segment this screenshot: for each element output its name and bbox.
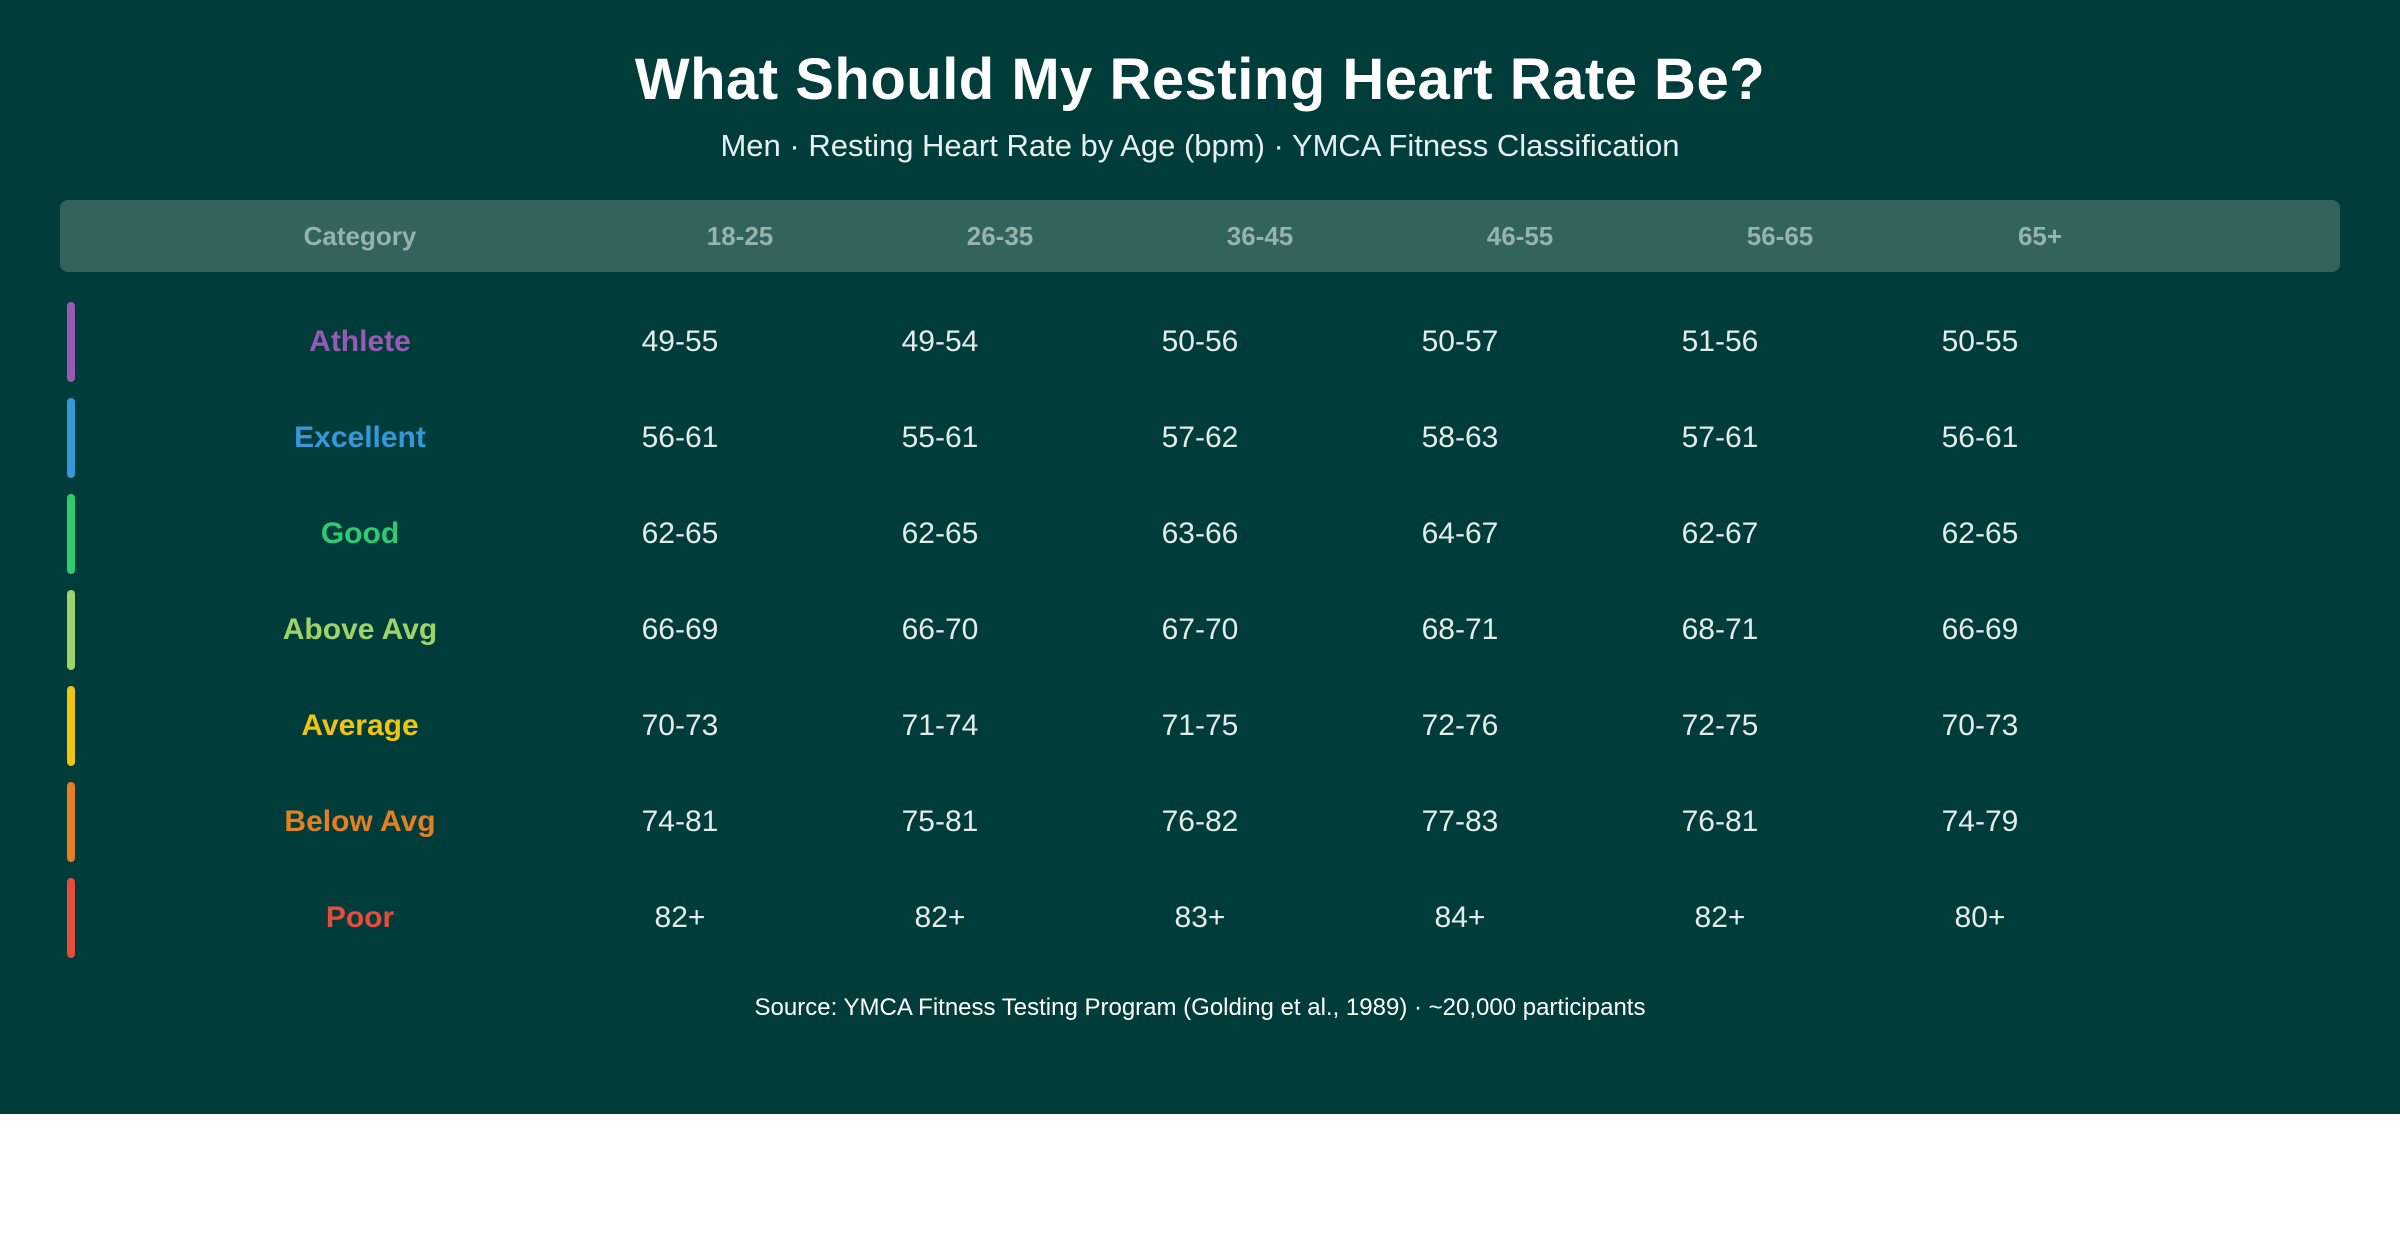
category-label: Excellent xyxy=(294,421,426,454)
table-cell: 67-70 xyxy=(1161,613,1239,646)
table-cell: 56-61 xyxy=(641,421,719,454)
category-color-bar xyxy=(67,302,75,382)
table-cell: 75-81 xyxy=(901,805,979,838)
table-cell: 68-71 xyxy=(1421,613,1499,646)
table-cell: 57-61 xyxy=(1681,421,1759,454)
category-color-bar xyxy=(67,878,75,958)
category-label: Good xyxy=(320,517,400,550)
table-cell: 82+ xyxy=(1694,901,1746,934)
table-cell: 51-56 xyxy=(1681,325,1759,358)
table-cell: 82+ xyxy=(914,901,966,934)
table-cell: 76-82 xyxy=(1161,805,1239,838)
table-cell: 80+ xyxy=(1954,901,2006,934)
table-cell: 55-61 xyxy=(901,421,979,454)
table-cell: 72-75 xyxy=(1681,709,1759,742)
table-cell: 49-54 xyxy=(901,325,979,358)
table-cell: 72-76 xyxy=(1421,709,1499,742)
category-color-bar xyxy=(67,398,75,478)
table-cell: 66-69 xyxy=(1941,613,2019,646)
table-cell: 71-74 xyxy=(901,709,979,742)
source-note: Source: YMCA Fitness Testing Program (Go… xyxy=(754,994,1646,1021)
table-cell: 74-79 xyxy=(1941,805,2019,838)
header-age-56-65: 56-65 xyxy=(1746,221,1814,251)
table-cell: 49-55 xyxy=(641,325,719,358)
table-cell: 83+ xyxy=(1174,901,1226,934)
chart-panel: What Should My Resting Heart Rate Be? Me… xyxy=(0,0,2400,1114)
table-cell: 62-65 xyxy=(641,517,719,550)
table-cell: 77-83 xyxy=(1421,805,1499,838)
header-age-26-35: 26-35 xyxy=(966,221,1034,251)
table-cell: 56-61 xyxy=(1941,421,2019,454)
table-row: Excellent 56-61 55-61 57-62 58-63 57-61 56-61 xyxy=(0,382,2400,478)
category-label: Below Avg xyxy=(284,805,436,838)
table-cell: 76-81 xyxy=(1681,805,1759,838)
category-label: Athlete xyxy=(309,325,411,358)
table-row: Below Avg 74-81 75-81 76-82 77-83 76-81 74-79 xyxy=(0,766,2400,862)
table-cell: 62-65 xyxy=(1941,517,2019,550)
table-cell: 64-67 xyxy=(1421,517,1499,550)
table-cell: 71-75 xyxy=(1161,709,1239,742)
table-cell: 74-81 xyxy=(641,805,719,838)
table-cell: 82+ xyxy=(654,901,706,934)
header-category: Category xyxy=(303,221,417,251)
table-header: Category 18-25 26-35 36-45 46-55 56-65 6… xyxy=(60,200,2340,272)
chart-subtitle: Men · Resting Heart Rate by Age (bpm) · … xyxy=(720,128,1680,163)
table-cell: 50-55 xyxy=(1941,325,2019,358)
table-cell: 63-66 xyxy=(1161,517,1239,550)
table-cell: 70-73 xyxy=(1941,709,2019,742)
header-age-46-55: 46-55 xyxy=(1486,221,1554,251)
table-row: Average 70-73 71-74 71-75 72-76 72-75 70-73 xyxy=(0,670,2400,766)
table-cell: 70-73 xyxy=(641,709,719,742)
table-cell: 62-67 xyxy=(1681,517,1759,550)
table-row: Good 62-65 62-65 63-66 64-67 62-67 62-65 xyxy=(0,478,2400,574)
chart-title: What Should My Resting Heart Rate Be? xyxy=(634,47,1766,112)
header-age-65-plus: 65+ xyxy=(2017,221,2063,251)
table-cell: 66-69 xyxy=(641,613,719,646)
table-row: Above Avg 66-69 66-70 67-70 68-71 68-71 66-69 xyxy=(0,574,2400,670)
category-label: Above Avg xyxy=(282,613,438,646)
category-color-bar xyxy=(67,590,75,670)
table-row: Poor 82+ 82+ 83+ 84+ 82+ 80+ xyxy=(0,862,2400,958)
header-age-36-45: 36-45 xyxy=(1226,221,1294,251)
table-cell: 50-56 xyxy=(1161,325,1239,358)
table-cell: 58-63 xyxy=(1421,421,1499,454)
header-age-18-25: 18-25 xyxy=(706,221,774,251)
table-row: Athlete 49-55 49-54 50-56 50-57 51-56 50-55 xyxy=(0,286,2400,382)
table-cell: 84+ xyxy=(1434,901,1486,934)
table-cell: 66-70 xyxy=(901,613,979,646)
table-cell: 68-71 xyxy=(1681,613,1759,646)
category-label: Average xyxy=(301,709,419,742)
category-color-bar xyxy=(67,686,75,766)
table-cell: 57-62 xyxy=(1161,421,1239,454)
category-color-bar xyxy=(67,494,75,574)
category-color-bar xyxy=(67,782,75,862)
category-label: Poor xyxy=(325,901,395,934)
table-cell: 62-65 xyxy=(901,517,979,550)
table-cell: 50-57 xyxy=(1421,325,1499,358)
